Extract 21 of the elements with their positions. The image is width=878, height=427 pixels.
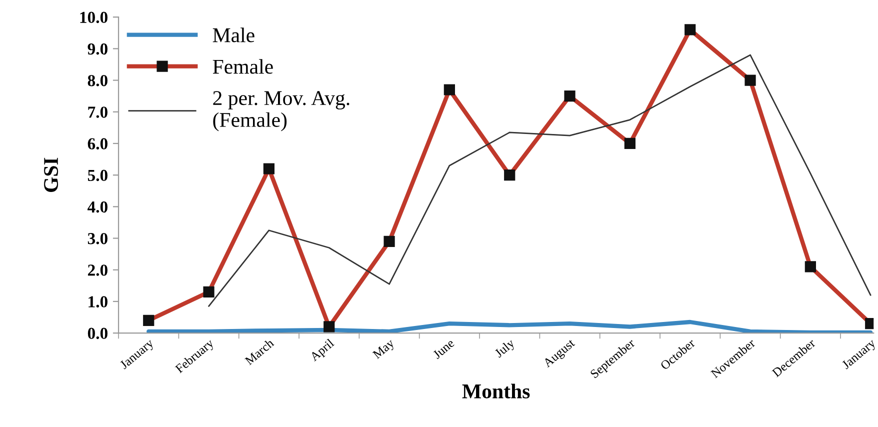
y-tick-label: 8.0 <box>88 74 108 86</box>
y-tick-label: 9.0 <box>88 43 108 55</box>
legend-label: 2 per. Mov. Avg. (Female) <box>213 91 350 132</box>
line-series <box>208 54 872 307</box>
y-tick-label: 2.0 <box>88 264 108 276</box>
x-tick-label: July <box>494 338 517 360</box>
x-tick-label: June <box>432 338 455 360</box>
y-tick-label: 0.0 <box>88 328 108 340</box>
y-tick-label: 3.0 <box>88 232 108 244</box>
y-tick-label: 7.0 <box>88 106 108 118</box>
legend-label: Male <box>212 28 254 42</box>
legend-label: Female <box>212 59 273 74</box>
x-tick-label: May <box>372 338 397 362</box>
line-series <box>146 320 873 334</box>
x-axis-title: Months <box>462 384 530 398</box>
y-tick-label: 10.0 <box>80 12 108 24</box>
y-tick-label: 1.0 <box>88 296 108 308</box>
y-tick-label: 5.0 <box>88 170 108 182</box>
y-tick-label: 6.0 <box>88 138 108 150</box>
y-axis-title: GSI <box>44 158 58 192</box>
y-tick-label: 4.0 <box>88 201 108 213</box>
